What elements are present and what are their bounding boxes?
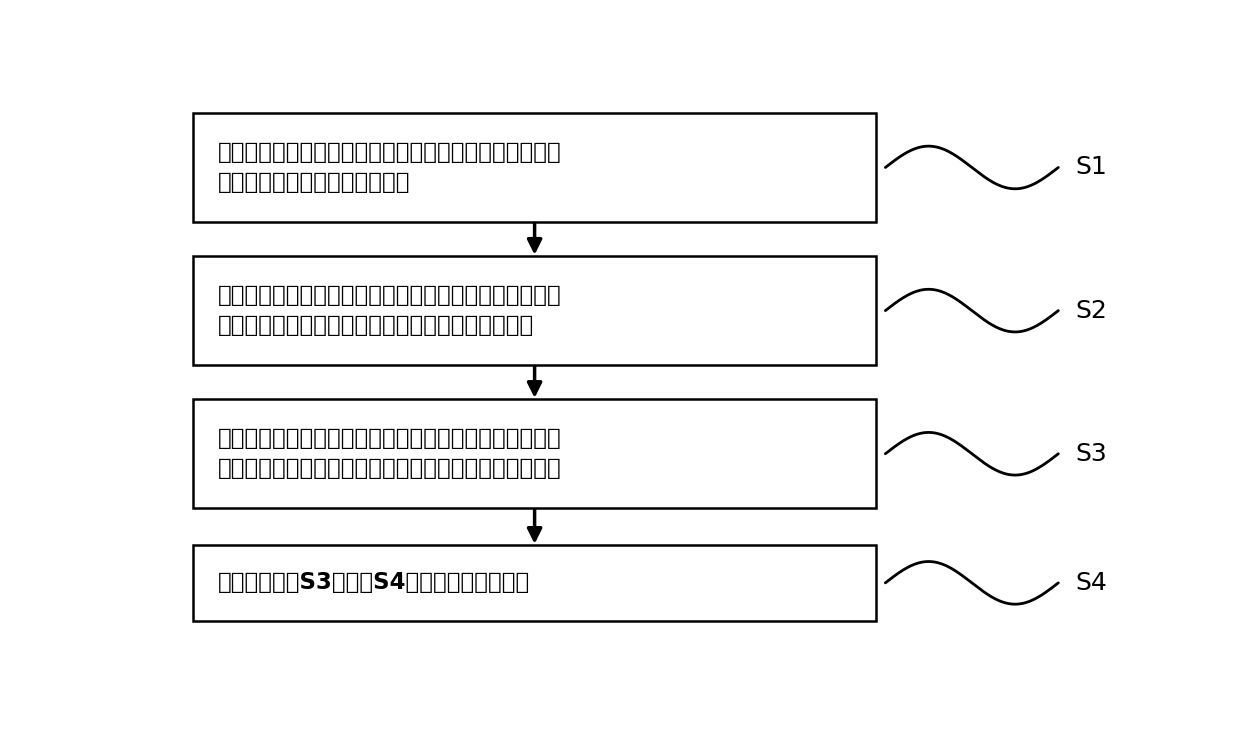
- Bar: [193, 399, 875, 509]
- Text: 收集：将步骤S3和步骤S4中的铷矿物收集打包: 收集：将步骤S3和步骤S4中的铷矿物收集打包: [217, 572, 529, 594]
- Text: 矿砂浮选回收铷：对矿砂进行浮选试验，用油酸钠选别出: 矿砂浮选回收铷：对矿砂进行浮选试验，用油酸钠选别出: [217, 284, 562, 308]
- Text: S4: S4: [1075, 571, 1107, 595]
- Text: 试样中的杂质，然后用浮选药剂浮选回收云母类含铷矿物: 试样中的杂质，然后用浮选药剂浮选回收云母类含铷矿物: [217, 457, 562, 480]
- Text: 矿泥浮选回收铷：对矿泥进行浮选试验，用油酸钠选别出: 矿泥浮选回收铷：对矿泥进行浮选试验，用油酸钠选别出: [217, 427, 562, 451]
- Bar: [193, 545, 875, 621]
- Text: 行泥沙分离，分离出矿砂和矿泥: 行泥沙分离，分离出矿砂和矿泥: [217, 171, 410, 194]
- Text: S3: S3: [1075, 442, 1107, 466]
- Text: 泥沙分离：采用机械搅拌的重力沉降脱泥的方法对试样进: 泥沙分离：采用机械搅拌的重力沉降脱泥的方法对试样进: [217, 141, 562, 164]
- Text: 试样中的杂质，然后用浮选药剂回收云母类含铷矿物: 试样中的杂质，然后用浮选药剂回收云母类含铷矿物: [217, 314, 533, 337]
- Text: S2: S2: [1075, 299, 1107, 323]
- Bar: [193, 113, 875, 222]
- Text: S1: S1: [1075, 155, 1107, 179]
- Bar: [193, 256, 875, 365]
